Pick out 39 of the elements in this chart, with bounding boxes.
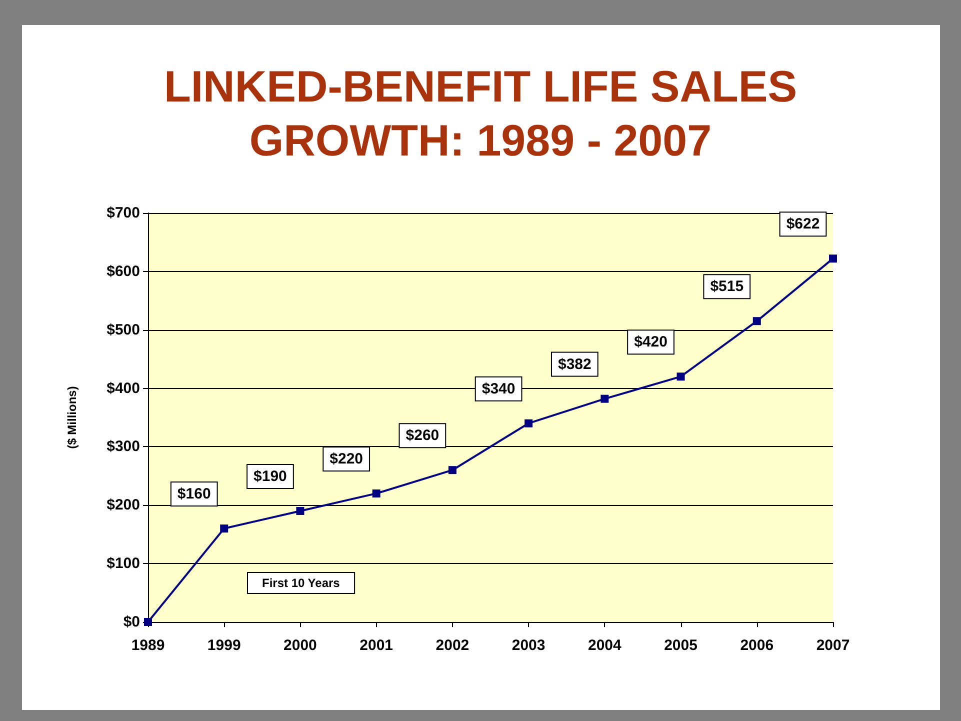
y-tick-label: $100 [106, 555, 140, 572]
data-label: $420 [634, 334, 668, 351]
data-label: $220 [330, 450, 364, 468]
x-tick-label: 2006 [740, 637, 774, 654]
data-label: $260 [406, 427, 440, 444]
x-tick-label: 2005 [664, 637, 698, 654]
data-label: $515 [710, 278, 744, 296]
y-tick-label: $200 [106, 496, 140, 514]
data-label: $160 [177, 486, 211, 503]
x-tick-label: 1999 [207, 637, 241, 654]
point [448, 466, 456, 474]
x-tick-label: 2000 [284, 637, 317, 654]
x-tick-label: 2007 [816, 637, 850, 654]
annotation: First 10 Years [262, 576, 340, 590]
x-tick-label: 2002 [436, 637, 470, 654]
y-axis-title: ($ Millions) [65, 386, 79, 449]
x-tick-label: 2003 [512, 637, 546, 654]
data-label: $382 [558, 356, 592, 373]
data-label: $190 [254, 468, 287, 485]
point [829, 254, 837, 263]
y-tick-label: $500 [106, 321, 140, 338]
data-label: $622 [786, 216, 820, 233]
data-label: $340 [482, 380, 516, 398]
point [676, 372, 685, 381]
y-tick-label: $700 [106, 204, 140, 222]
point [296, 506, 304, 515]
x-tick-label: 1989 [131, 637, 165, 654]
point [220, 524, 228, 533]
x-tick-label: 2001 [360, 637, 394, 654]
point [752, 317, 761, 326]
y-tick-label: $600 [106, 262, 140, 280]
point [600, 394, 609, 403]
point [524, 419, 533, 428]
chart-title: LINKED-BENEFIT LIFE SALES GROWTH: 1989 - 2007 [164, 62, 798, 166]
y-tick-label: $0 [123, 614, 140, 630]
y-tick-label: $300 [106, 438, 140, 456]
x-tick-label: 2004 [588, 637, 622, 654]
point [372, 489, 380, 498]
y-tick-label: $400 [106, 380, 140, 397]
